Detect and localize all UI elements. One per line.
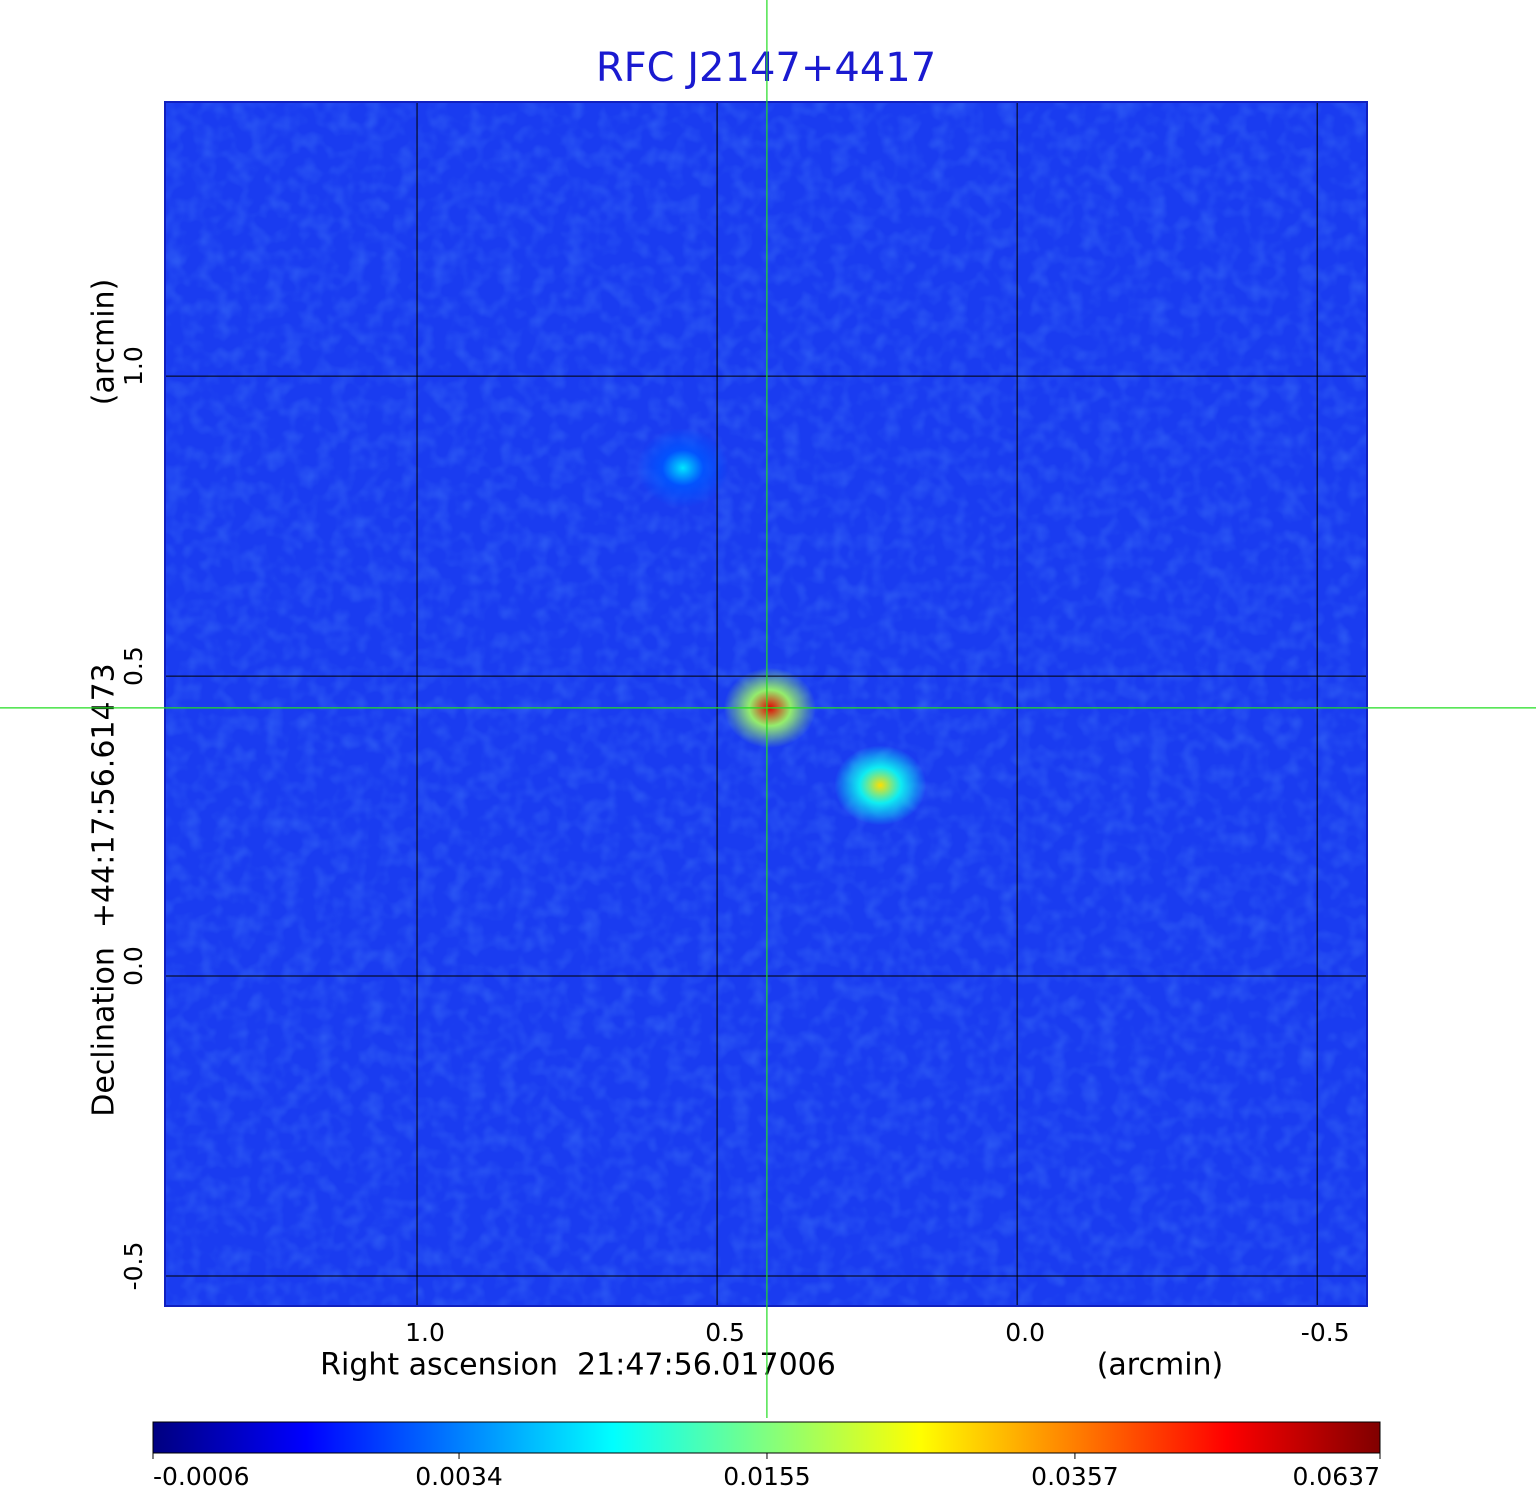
image-frame xyxy=(164,101,1368,1307)
colorbar-tick-label: -0.0006 xyxy=(153,1462,250,1491)
source xyxy=(834,745,927,826)
y-tick-label: 0.5 xyxy=(119,646,148,686)
y-tick-label: -0.5 xyxy=(119,1242,148,1291)
x-axis-unit: (arcmin) xyxy=(1097,1348,1224,1383)
colorbar-tick-label: 0.0155 xyxy=(723,1462,810,1491)
colorbar-tick-label: 0.0637 xyxy=(1293,1462,1380,1491)
chart-title: RFC J2147+4417 xyxy=(596,45,936,91)
colorbar-tick-label: 0.0357 xyxy=(1031,1462,1118,1491)
x-tick-label: 0.5 xyxy=(705,1318,745,1347)
x-tick-label: -0.5 xyxy=(1301,1318,1350,1347)
y-tick-label: 0.0 xyxy=(119,946,148,986)
y-tick-label: 1.0 xyxy=(119,346,148,386)
colorbar xyxy=(152,1421,1381,1454)
y-axis-label: Declination +44:17:56.61473 xyxy=(87,663,122,1117)
x-tick-label: 1.0 xyxy=(405,1318,445,1347)
x-tick-label: 0.0 xyxy=(1005,1318,1045,1347)
source xyxy=(636,427,729,508)
colorbar-tick-label: 0.0034 xyxy=(415,1462,502,1491)
x-axis-label: Right ascension 21:47:56.017006 xyxy=(320,1348,836,1383)
y-axis-unit: (arcmin) xyxy=(87,279,122,406)
